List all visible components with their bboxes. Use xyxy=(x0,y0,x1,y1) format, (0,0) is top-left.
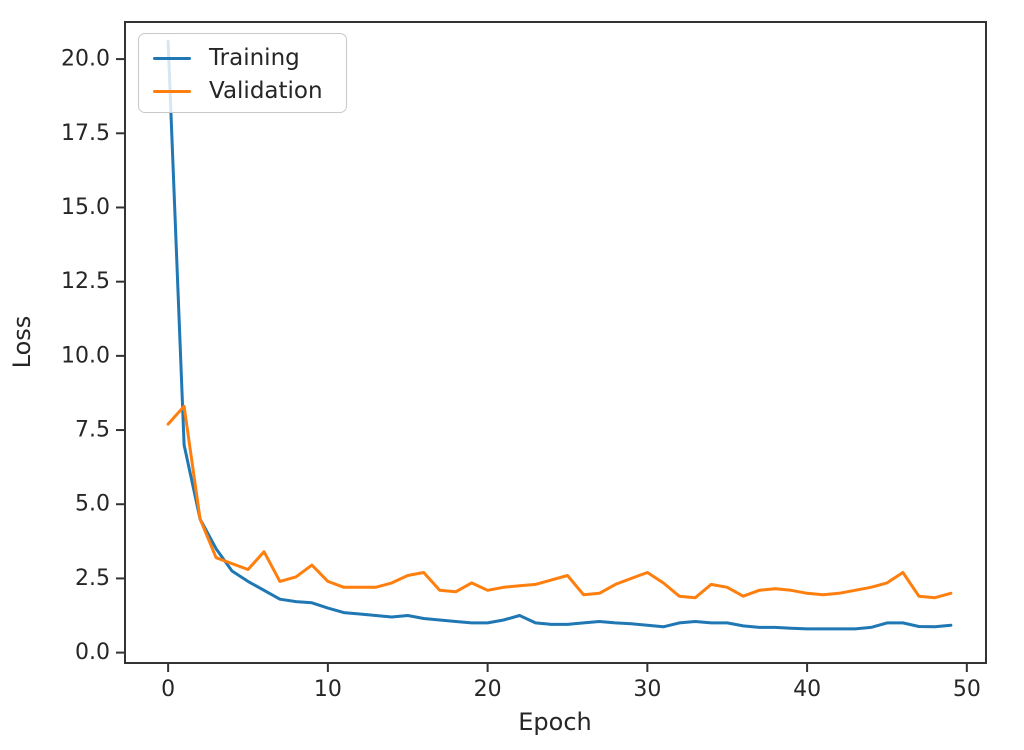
y-tick-label: 17.5 xyxy=(61,121,110,146)
validation-line xyxy=(166,404,953,600)
x-tick-label: 50 xyxy=(953,677,981,702)
x-tick-label: 0 xyxy=(161,677,175,702)
legend-item-training: Training xyxy=(153,42,346,75)
x-axis-label: Epoch xyxy=(518,708,592,736)
y-tick-label: 5.0 xyxy=(75,492,110,517)
training-line xyxy=(166,39,953,631)
x-tick-label: 20 xyxy=(474,677,502,702)
plot-border xyxy=(124,21,987,664)
validation-line-swatch xyxy=(153,89,191,94)
y-tick-label: 10.0 xyxy=(61,343,110,368)
y-tick-label: 12.5 xyxy=(61,269,110,294)
x-tick-label: 10 xyxy=(314,677,342,702)
y-tick-label: 7.5 xyxy=(75,418,110,443)
y-tick-label: 15.0 xyxy=(61,195,110,220)
x-tick-label: 40 xyxy=(793,677,821,702)
legend-label-validation: Validation xyxy=(209,78,323,104)
y-axis-label: Loss xyxy=(8,316,36,369)
x-tick-label: 30 xyxy=(633,677,661,702)
training-line-swatch xyxy=(153,56,191,61)
y-tick-label: 2.5 xyxy=(75,566,110,591)
legend: Training Validation xyxy=(138,33,347,113)
legend-item-validation: Validation xyxy=(153,75,346,108)
y-tick-label: 0.0 xyxy=(75,640,110,665)
y-tick-label: 20.0 xyxy=(61,47,110,72)
legend-label-training: Training xyxy=(209,45,300,71)
